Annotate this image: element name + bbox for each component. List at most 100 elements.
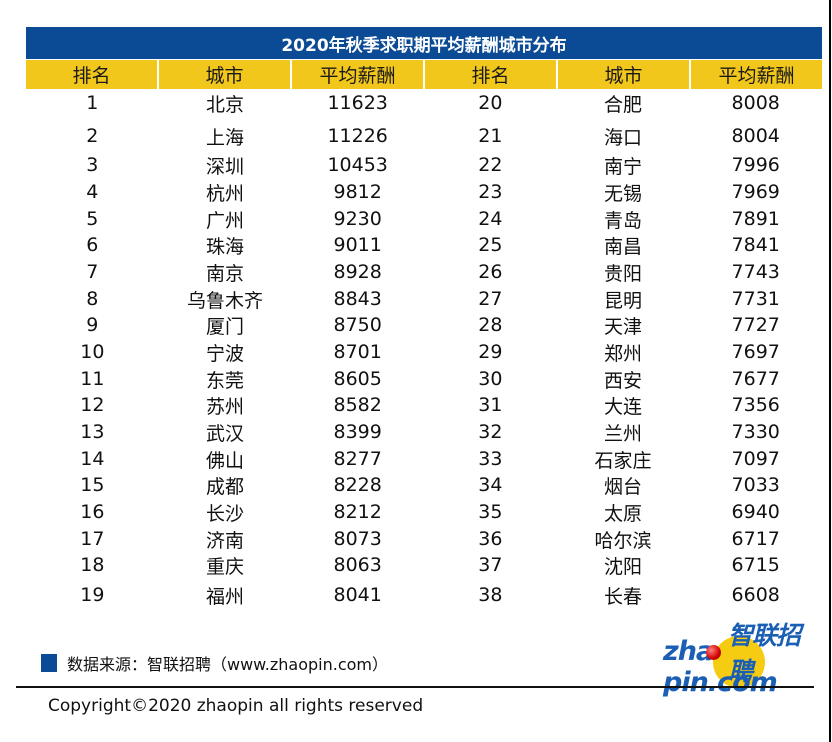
cell-rank-right: 35 bbox=[478, 501, 503, 523]
cell-city-left: 东莞 bbox=[206, 369, 245, 392]
cell-city-left: 济南 bbox=[206, 529, 245, 552]
source-text: 数据来源：智联招聘（www.zhaopin.com） bbox=[67, 655, 389, 674]
cell-city-right: 天津 bbox=[604, 315, 643, 338]
table-row: 15 成都 8228 34 烟台 7033 bbox=[26, 472, 822, 498]
source-marker-icon bbox=[41, 654, 57, 672]
cell-city-left: 珠海 bbox=[206, 235, 245, 258]
cell-rank-right: 31 bbox=[478, 394, 503, 416]
cell-salary-right: 8004 bbox=[731, 125, 780, 147]
cell-city-right: 郑州 bbox=[604, 342, 643, 365]
cell-rank-right: 37 bbox=[478, 554, 503, 576]
cell-salary-right: 7969 bbox=[731, 181, 780, 203]
cell-city-left: 武汉 bbox=[206, 422, 245, 445]
cell-city-right: 烟台 bbox=[604, 475, 643, 498]
header-salary-left: 平均薪酬 bbox=[292, 60, 425, 89]
cell-salary-left: 9812 bbox=[333, 181, 382, 203]
table-row: 3 深圳 10453 22 南宁 7996 bbox=[26, 152, 822, 178]
cell-rank-left: 9 bbox=[86, 314, 99, 336]
cell-city-left: 重庆 bbox=[206, 555, 245, 578]
cell-rank-right: 20 bbox=[478, 92, 503, 114]
cell-rank-right: 28 bbox=[478, 314, 503, 336]
table-row: 19 福州 8041 38 长春 6608 bbox=[26, 582, 822, 608]
cell-rank-left: 13 bbox=[80, 421, 105, 443]
cell-salary-left: 11623 bbox=[327, 92, 388, 114]
cell-salary-left: 10453 bbox=[327, 154, 388, 176]
cell-rank-left: 19 bbox=[80, 584, 105, 606]
cell-rank-left: 12 bbox=[80, 394, 105, 416]
header-city-right: 城市 bbox=[558, 60, 691, 89]
cell-city-right: 贵阳 bbox=[604, 262, 643, 285]
table-row: 12 苏州 8582 31 大连 7356 bbox=[26, 392, 822, 418]
cell-city-right: 沈阳 bbox=[604, 555, 643, 578]
cell-salary-left: 8701 bbox=[333, 341, 382, 363]
cell-salary-right: 7996 bbox=[731, 154, 780, 176]
cell-salary-left: 8212 bbox=[333, 501, 382, 523]
logo-en-left: zha bbox=[663, 636, 714, 667]
data-source: 数据来源：智联招聘（www.zhaopin.com） bbox=[41, 651, 388, 675]
header-rank-left: 排名 bbox=[26, 60, 159, 89]
cell-city-right: 兰州 bbox=[604, 422, 643, 445]
cell-salary-left: 8582 bbox=[333, 394, 382, 416]
cell-rank-left: 10 bbox=[80, 341, 105, 363]
cell-rank-left: 4 bbox=[86, 181, 99, 203]
cell-rank-right: 25 bbox=[478, 234, 503, 256]
cell-rank-left: 6 bbox=[86, 234, 99, 256]
cell-salary-right: 8008 bbox=[731, 92, 780, 114]
table-row: 10 宁波 8701 29 郑州 7697 bbox=[26, 339, 822, 365]
cell-rank-left: 5 bbox=[86, 208, 99, 230]
cell-salary-right: 6717 bbox=[731, 528, 780, 550]
cell-rank-left: 2 bbox=[86, 125, 99, 147]
table-row: 8 乌鲁木齐 8843 27 昆明 7731 bbox=[26, 286, 822, 312]
cell-city-left: 苏州 bbox=[206, 395, 245, 418]
cell-city-right: 石家庄 bbox=[594, 449, 652, 472]
cell-city-left: 佛山 bbox=[206, 449, 245, 472]
cell-city-right: 南昌 bbox=[604, 235, 643, 258]
table-row: 7 南京 8928 26 贵阳 7743 bbox=[26, 259, 822, 285]
page-right-border bbox=[829, 0, 831, 742]
cell-rank-left: 16 bbox=[80, 501, 105, 523]
logo-sun-icon bbox=[713, 636, 765, 688]
footer-divider bbox=[16, 686, 814, 688]
cell-rank-left: 1 bbox=[86, 92, 99, 114]
logo-cn-text: 智联招聘 bbox=[728, 621, 801, 686]
cell-rank-left: 18 bbox=[80, 554, 105, 576]
cell-salary-left: 9011 bbox=[333, 234, 382, 256]
salary-table: 2020年秋季求职期平均薪酬城市分布 排名 城市 平均薪酬 排名 城市 平均薪酬 bbox=[26, 27, 822, 89]
cell-salary-right: 7727 bbox=[731, 314, 780, 336]
cell-city-left: 成都 bbox=[206, 475, 245, 498]
logo-en-text: zhapin.com bbox=[663, 636, 820, 698]
cell-rank-right: 32 bbox=[478, 421, 503, 443]
cell-salary-left: 8277 bbox=[333, 448, 382, 470]
cell-rank-right: 27 bbox=[478, 288, 503, 310]
cell-rank-right: 24 bbox=[478, 208, 503, 230]
cell-rank-left: 7 bbox=[86, 261, 99, 283]
cell-salary-right: 7743 bbox=[731, 261, 780, 283]
cell-rank-left: 15 bbox=[80, 474, 105, 496]
cell-salary-left: 8073 bbox=[333, 528, 382, 550]
cell-rank-right: 33 bbox=[478, 448, 503, 470]
cell-rank-right: 21 bbox=[478, 125, 503, 147]
cell-rank-right: 29 bbox=[478, 341, 503, 363]
cell-salary-left: 8605 bbox=[333, 368, 382, 390]
cell-city-right: 海口 bbox=[604, 126, 643, 149]
cell-city-right: 西安 bbox=[604, 369, 643, 392]
zhaopin-logo: 智联招聘 zhapin.com bbox=[660, 614, 820, 698]
table-row: 17 济南 8073 36 哈尔滨 6717 bbox=[26, 526, 822, 552]
logo-en-right: pin.com bbox=[663, 667, 778, 698]
table-row: 4 杭州 9812 23 无锡 7969 bbox=[26, 179, 822, 205]
cell-salary-right: 7697 bbox=[731, 341, 780, 363]
table-row: 2 上海 11226 21 海口 8004 bbox=[26, 123, 822, 149]
cell-city-right: 长春 bbox=[604, 585, 643, 608]
cell-rank-right: 26 bbox=[478, 261, 503, 283]
cell-salary-left: 8228 bbox=[333, 474, 382, 496]
cell-city-right: 青岛 bbox=[604, 209, 643, 232]
cell-salary-left: 11226 bbox=[327, 125, 388, 147]
cell-rank-right: 22 bbox=[478, 154, 503, 176]
cell-city-right: 无锡 bbox=[604, 182, 643, 205]
cell-salary-right: 7677 bbox=[731, 368, 780, 390]
cell-salary-left: 8063 bbox=[333, 554, 382, 576]
cell-city-right: 合肥 bbox=[604, 93, 643, 116]
cell-rank-left: 11 bbox=[80, 368, 105, 390]
table-row: 1 北京 11623 20 合肥 8008 bbox=[26, 90, 822, 116]
table-row: 11 东莞 8605 30 西安 7677 bbox=[26, 366, 822, 392]
